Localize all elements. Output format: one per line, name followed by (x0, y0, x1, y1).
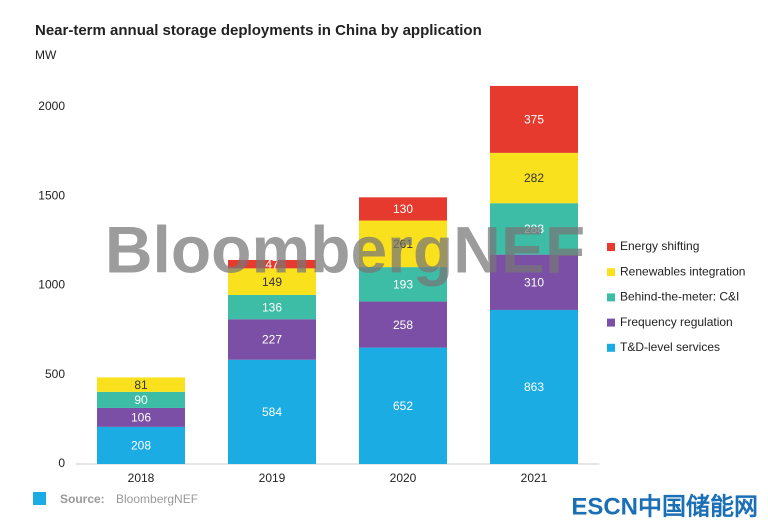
legend-label: Energy shifting (620, 239, 699, 253)
data-label: 47 (265, 257, 279, 271)
data-label: 149 (262, 275, 282, 289)
bar-segment (228, 319, 316, 360)
y-tick-label: 500 (45, 367, 65, 381)
bar-segment (97, 391, 185, 408)
data-label: 863 (524, 380, 544, 394)
y-tick-label: 0 (58, 456, 65, 470)
data-label: 193 (393, 278, 413, 292)
legend-marker (607, 318, 615, 327)
source: BloombergNEF (116, 492, 198, 506)
data-label: 375 (524, 113, 544, 127)
source-label: Source: (60, 492, 105, 506)
x-tick-label: 2018 (128, 471, 155, 485)
legend-marker (607, 243, 615, 251)
bar-segment (490, 152, 578, 204)
bar-segment (490, 85, 578, 153)
bar-segment (359, 301, 447, 348)
bar-segment (97, 377, 185, 392)
x-tick-label: 2020 (390, 471, 417, 485)
bar-segment (228, 359, 316, 464)
data-label: 81 (134, 378, 148, 392)
legend-marker (607, 268, 615, 277)
y-tick-label: 2000 (38, 99, 65, 113)
bar-segment (490, 309, 578, 464)
bar-segment (490, 203, 578, 255)
data-label: 652 (393, 399, 413, 413)
legend-label: Frequency regulation (620, 315, 733, 329)
y-tick-label: 1000 (38, 278, 65, 292)
bar-segment (359, 347, 447, 464)
bar-segment (228, 294, 316, 320)
y-tick-label: 1500 (38, 188, 65, 202)
data-label: 130 (393, 202, 413, 216)
bar-segment (359, 267, 447, 302)
bar-segment (228, 259, 316, 269)
data-label: 584 (262, 405, 282, 419)
legend-label: T&D-level services (620, 340, 720, 354)
legend-label: Renewables integration (620, 264, 745, 278)
data-label: 90 (134, 393, 148, 407)
legend-label: Behind-the-meter: C&I (620, 290, 739, 304)
source-marker (33, 492, 46, 505)
data-label: 106 (131, 411, 151, 425)
bar-segment (359, 220, 447, 268)
data-label: 261 (393, 237, 413, 251)
data-label: 136 (262, 300, 282, 314)
data-label: 258 (393, 318, 413, 332)
data-label: 310 (524, 275, 544, 289)
logo: ESCN中国储能网 (571, 492, 758, 520)
x-tick-label: 2021 (521, 471, 548, 485)
bar-segment (359, 197, 447, 221)
x-tick-label: 2019 (259, 471, 286, 485)
legend-marker (607, 293, 615, 302)
bar-segment (490, 254, 578, 310)
bar-segment (228, 268, 316, 295)
data-label: 227 (262, 333, 282, 347)
legend-marker (607, 343, 615, 352)
bar-segment (97, 426, 185, 464)
data-label: 288 (524, 222, 544, 236)
y-axis-unit: MW (35, 48, 57, 62)
data-label: 208 (131, 439, 151, 453)
bar-segment (97, 407, 185, 427)
chart-title: Near-term annual storage deployments in … (35, 22, 482, 39)
data-label: 282 (524, 171, 544, 185)
watermark: BloombergNEF (105, 212, 585, 286)
